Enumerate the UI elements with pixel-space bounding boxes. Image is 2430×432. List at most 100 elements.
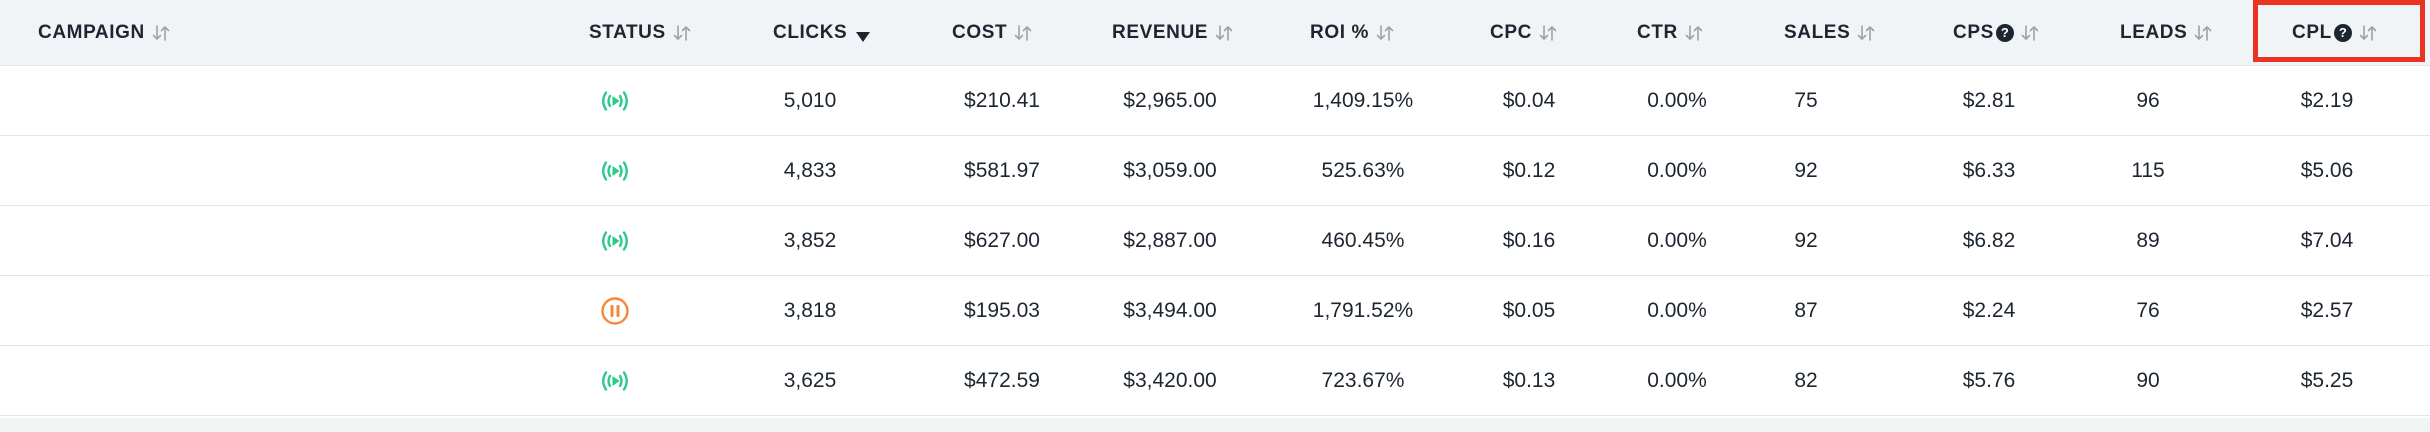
column-header-cpl[interactable]: CPL? [2292, 0, 2378, 66]
cell-status[interactable] [595, 206, 635, 276]
pause-circle-icon[interactable] [600, 296, 630, 326]
sort-arrows-icon[interactable] [1684, 23, 1704, 43]
column-header-label: CPC [1490, 22, 1532, 43]
cell-cpc: $0.12 [1502, 159, 1556, 182]
cell-roi: 1,791.52% [1312, 299, 1414, 322]
column-header-label: CTR [1637, 22, 1678, 43]
cell-clicks: 3,625 [783, 369, 837, 392]
sort-arrows-icon[interactable] [1538, 23, 1558, 43]
cell-revenue: $3,420.00 [1123, 369, 1217, 392]
column-header-status[interactable]: STATUS [589, 0, 692, 66]
cell-cps: $6.33 [1962, 159, 2016, 182]
cell-ctr: 0.00% [1647, 159, 1707, 182]
column-header-cost[interactable]: COST [952, 0, 1033, 66]
column-header-label: CPL [2292, 22, 2332, 43]
column-header-leads[interactable]: LEADS [2120, 0, 2213, 66]
column-header-campaign[interactable]: CAMPAIGN [38, 0, 171, 66]
table-row[interactable]: 5,010 $210.41 $2,965.00 1,409.15% $0.04 0.00%… [0, 66, 2430, 136]
column-header-label: CLICKS [773, 22, 848, 43]
cell-ctr: 0.00% [1647, 369, 1707, 392]
cell-cpc: $0.05 [1502, 299, 1556, 322]
cell-ctr: 0.00% [1647, 299, 1707, 322]
table-row[interactable]: 3,852 $627.00 $2,887.00 460.45% $0.16 0.00% 92… [0, 206, 2430, 276]
column-header-label: STATUS [589, 22, 666, 43]
cell-cpl: $5.06 [2300, 159, 2354, 182]
question-circle-icon[interactable]: ? [1995, 24, 2014, 42]
column-header-ctr[interactable]: CTR [1637, 0, 1704, 66]
cell-status[interactable] [595, 346, 635, 416]
cell-cpl: $2.19 [2300, 89, 2354, 112]
sort-arrows-icon[interactable] [2358, 23, 2378, 43]
cell-sales: 82 [1794, 369, 1818, 392]
table-row[interactable]: 4,833 $581.97 $3,059.00 525.63% $0.12 0.00% 92… [0, 136, 2430, 206]
cell-ctr: 0.00% [1647, 89, 1707, 112]
cell-roi: 1,409.15% [1312, 89, 1414, 112]
column-header-sales[interactable]: SALES [1784, 0, 1876, 66]
column-header-cps[interactable]: CPS? [1953, 0, 2040, 66]
cell-cost: $472.59 [964, 369, 1040, 392]
cell-cps: $6.82 [1962, 229, 2016, 252]
cell-status[interactable] [595, 136, 635, 206]
cell-cpc: $0.16 [1502, 229, 1556, 252]
broadcast-live-icon[interactable] [598, 159, 632, 183]
sort-arrows-icon[interactable] [1856, 23, 1876, 43]
cell-cps: $2.24 [1962, 299, 2016, 322]
cell-cost: $581.97 [964, 159, 1040, 182]
cell-cpl: $2.57 [2300, 299, 2354, 322]
column-header-label: SALES [1784, 22, 1851, 43]
broadcast-live-icon[interactable] [598, 229, 632, 253]
cell-clicks: 5,010 [783, 89, 837, 112]
cell-sales: 92 [1794, 229, 1818, 252]
sort-arrows-icon[interactable] [151, 23, 171, 43]
sort-arrows-icon[interactable] [2020, 23, 2040, 43]
broadcast-live-icon[interactable] [598, 89, 632, 113]
cell-roi: 723.67% [1321, 369, 1405, 392]
sort-arrows-icon[interactable] [1375, 23, 1395, 43]
cell-leads: 96 [2136, 89, 2160, 112]
cell-clicks: 4,833 [783, 159, 837, 182]
sort-arrows-icon[interactable] [2193, 23, 2213, 43]
cell-ctr: 0.00% [1647, 229, 1707, 252]
sort-arrows-icon[interactable] [1013, 23, 1033, 43]
column-header-clicks[interactable]: CLICKS [773, 0, 871, 66]
question-circle-icon[interactable]: ? [2333, 24, 2352, 42]
sort-arrows-icon[interactable] [672, 23, 692, 43]
cell-cost: $210.41 [964, 89, 1040, 112]
cell-sales: 87 [1794, 299, 1818, 322]
column-header-roi[interactable]: ROI % [1310, 0, 1395, 66]
cell-roi: 460.45% [1321, 229, 1405, 252]
cell-revenue: $2,965.00 [1123, 89, 1217, 112]
cell-leads: 115 [2131, 159, 2165, 182]
column-header-label: ROI % [1310, 22, 1369, 43]
sort-arrows-icon[interactable] [1214, 23, 1234, 43]
cell-status[interactable] [595, 276, 635, 346]
caret-down-icon[interactable] [856, 27, 871, 42]
column-header-revenue[interactable]: REVENUE [1112, 0, 1234, 66]
table-row[interactable]: 3,625 $472.59 $3,420.00 723.67% $0.13 0.00% 82… [0, 346, 2430, 416]
table-header: CAMPAIGN STATUS CLICKS COST REVENUE ROI % CPC C… [0, 0, 2430, 66]
column-header-label: COST [952, 22, 1008, 43]
column-header-label: LEADS [2120, 22, 2188, 43]
cell-cpl: $5.25 [2300, 369, 2354, 392]
cell-leads: 76 [2136, 299, 2160, 322]
cell-revenue: $3,059.00 [1123, 159, 1217, 182]
table-footer-strip [0, 418, 2430, 432]
table-row[interactable]: 3,818 $195.03 $3,494.00 1,791.52% $0.05 0.00%… [0, 276, 2430, 346]
cell-leads: 90 [2136, 369, 2160, 392]
cell-revenue: $3,494.00 [1123, 299, 1217, 322]
column-header-cpc[interactable]: CPC [1490, 0, 1558, 66]
cell-cpc: $0.04 [1502, 89, 1556, 112]
cell-roi: 525.63% [1321, 159, 1405, 182]
cell-revenue: $2,887.00 [1123, 229, 1217, 252]
cell-clicks: 3,852 [783, 229, 837, 252]
cell-leads: 89 [2136, 229, 2160, 252]
cell-sales: 75 [1794, 89, 1818, 112]
cell-cost: $195.03 [964, 299, 1040, 322]
broadcast-live-icon[interactable] [598, 369, 632, 393]
cell-clicks: 3,818 [783, 299, 837, 322]
cell-cpl: $7.04 [2300, 229, 2354, 252]
cell-status[interactable] [595, 66, 635, 136]
column-header-label: CAMPAIGN [38, 22, 145, 43]
column-header-label: REVENUE [1112, 22, 1209, 43]
